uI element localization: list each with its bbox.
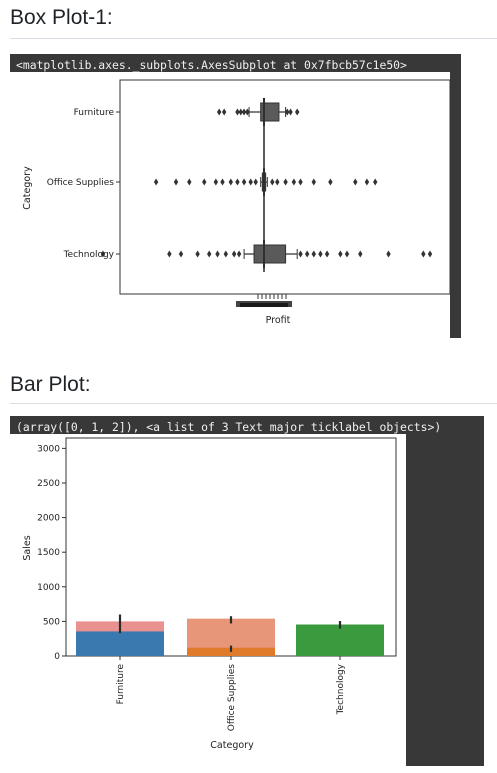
- box-outlier-furniture-3: [238, 108, 243, 116]
- bar-plot-heading: Bar Plot:: [10, 373, 91, 396]
- box-outlier-office-supplies-3: [202, 178, 207, 186]
- box-plot-marks: [100, 98, 433, 272]
- box-outlier-technology-7: [231, 250, 237, 258]
- box-outlier-office-supplies-7: [235, 178, 240, 186]
- box-outlier-office-supplies-8: [241, 178, 247, 186]
- box-iqr-furniture: [260, 102, 280, 122]
- box-category-label-furniture: Furniture: [74, 108, 115, 118]
- bar-plot-x-axis-label: Category: [210, 740, 254, 751]
- box-outlier-office-supplies-4: [213, 178, 219, 186]
- box-plot-x-axis-label: Profit: [266, 315, 291, 326]
- bar-overlay-furniture: [76, 631, 164, 656]
- box-outlier-technology-11: [311, 250, 316, 258]
- box-category-label-office-supplies: Office Supplies: [47, 178, 115, 188]
- bar-plot-marks: [76, 614, 384, 656]
- box-outlier-technology-12: [318, 250, 323, 258]
- box-category-label-technology: Technology: [63, 250, 115, 260]
- box-outlier-office-supplies-10: [253, 178, 258, 186]
- bar-y-tick-label-2000: 2000: [37, 514, 60, 524]
- bar-plot-repr-text: (array([0, 1, 2]), <a list of 3 Text maj…: [16, 420, 442, 434]
- box-outlier-office-supplies-16: [311, 178, 316, 186]
- bar-category-label-technology: Technology: [336, 663, 346, 715]
- box-outlier-furniture-4: [241, 108, 247, 116]
- box-outlier-office-supplies-20: [373, 178, 378, 186]
- box-outlier-technology-2: [178, 250, 184, 258]
- bar-overlay-technology: [296, 624, 384, 656]
- box-outlier-office-supplies-13: [283, 178, 288, 186]
- box-plot-heading: Box Plot-1:: [10, 6, 113, 29]
- box-outlier-furniture-6: [285, 108, 290, 116]
- box-outlier-furniture-0: [216, 108, 222, 116]
- box-heading-divider: [10, 38, 497, 39]
- box-outlier-office-supplies-18: [353, 178, 358, 186]
- box-outlier-office-supplies-0: [153, 178, 159, 186]
- bar-y-tick-label-0: 0: [54, 652, 60, 662]
- box-outlier-technology-16: [358, 250, 363, 258]
- bar-y-tick-label-2500: 2500: [37, 479, 60, 489]
- bar-plot-figure: 0 500 1000 1500 2000 2500 3000 Furniture Office…: [10, 434, 406, 766]
- box-outlier-technology-5: [215, 250, 220, 258]
- bar-plot-y-ticks: 0 500 1000 1500 2000 2500 3000: [37, 444, 66, 662]
- box-outlier-office-supplies-2: [187, 178, 192, 186]
- box-outlier-furniture-7: [288, 108, 293, 116]
- box-outlier-technology-9: [298, 250, 303, 258]
- box-iqr-technology: [253, 244, 287, 264]
- box-outlier-technology-1: [167, 250, 172, 258]
- bar-overlay-office-supplies: [187, 647, 275, 656]
- box-plot-axes-frame: [119, 79, 451, 295]
- box-outlier-office-supplies-1: [173, 178, 179, 186]
- box-outlier-furniture-1: [221, 108, 227, 116]
- box-outlier-office-supplies-14: [291, 178, 297, 186]
- bar-category-label-furniture: Furniture: [116, 664, 126, 705]
- box-outlier-technology-15: [344, 250, 350, 258]
- bar-plot-category-labels: Furniture Office Supplies Technology: [116, 656, 346, 731]
- bar-y-tick-label-500: 500: [43, 617, 60, 627]
- box-outlier-furniture-5: [245, 108, 250, 116]
- box-plot-repr-text: <matplotlib.axes._subplots.AxesSubplot a…: [16, 58, 407, 72]
- box-plot-x-tick-cluster: [236, 294, 292, 307]
- box-outlier-office-supplies-9: [248, 178, 253, 186]
- box-outlier-technology-14: [338, 250, 343, 258]
- bar-plot-output-cell: (array([0, 1, 2]), <a list of 3 Text maj…: [10, 416, 484, 766]
- box-plot-y-axis-label: Category: [22, 166, 33, 210]
- box-outlier-office-supplies-15: [298, 178, 303, 186]
- bar-heading-divider: [10, 403, 497, 404]
- box-outlier-technology-6: [223, 250, 229, 258]
- box-outlier-furniture-8: [295, 108, 300, 116]
- box-outlier-office-supplies-11: [270, 178, 275, 186]
- box-outlier-office-supplies-5: [220, 178, 225, 186]
- box-plot-output-cell: <matplotlib.axes._subplots.AxesSubplot a…: [10, 54, 461, 338]
- box-outlier-technology-13: [324, 250, 330, 258]
- bar-y-tick-label-1500: 1500: [37, 548, 60, 558]
- box-outlier-technology-8: [236, 250, 242, 258]
- box-plot-category-labels: Furniture Office Supplies Technology: [47, 108, 120, 260]
- box-outlier-technology-19: [427, 250, 433, 258]
- box-outlier-office-supplies-17: [328, 178, 333, 186]
- box-outlier-office-supplies-12: [275, 178, 280, 186]
- box-outlier-technology-10: [304, 250, 310, 258]
- bar-plot-y-axis-label: Sales: [22, 535, 33, 560]
- box-outlier-technology-3: [195, 250, 200, 258]
- bar-category-label-office-supplies: Office Supplies: [227, 664, 237, 732]
- box-plot-figure: Furniture Office Supplies Technology Profi…: [10, 72, 451, 338]
- box-outlier-office-supplies-6: [228, 178, 233, 186]
- box-outlier-technology-18: [421, 250, 426, 258]
- box-outlier-technology-4: [207, 250, 212, 258]
- box-outlier-office-supplies-19: [364, 178, 370, 186]
- box-outlier-technology-0: [100, 250, 106, 258]
- box-outlier-technology-17: [386, 250, 391, 258]
- bar-y-tick-label-1000: 1000: [37, 583, 60, 593]
- bar-y-tick-label-3000: 3000: [37, 444, 60, 454]
- box-outlier-furniture-2: [235, 108, 240, 116]
- bar-plot-figure-background: [10, 434, 406, 766]
